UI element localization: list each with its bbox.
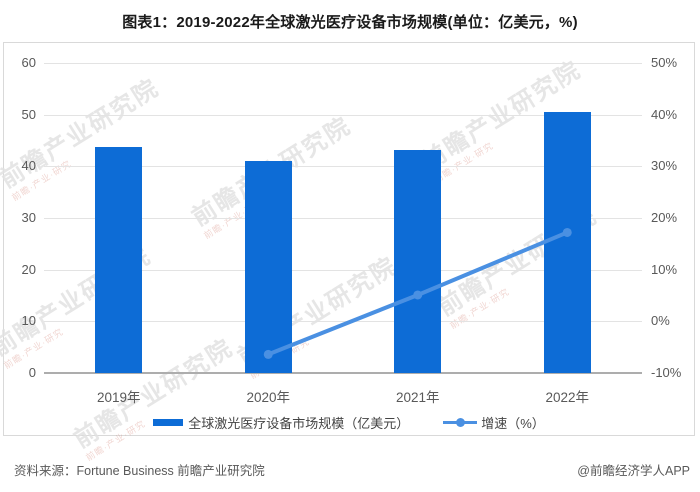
gridline (44, 166, 642, 168)
y-axis-tick-right: 50% (651, 55, 678, 70)
legend-item-market-size: 全球激光医疗设备市场规模（亿美元） (153, 413, 409, 432)
y-axis-tick-left: 30 (21, 210, 36, 225)
bar-2021年 (394, 150, 442, 373)
x-axis-label: 2019年 (96, 390, 141, 405)
watermark-text: 前瞻产业研究院前瞻·产业·研究 (0, 68, 170, 203)
x-axis-label: 2022年 (545, 390, 590, 405)
y-axis-tick-left: 10 (21, 313, 36, 329)
gridline (44, 114, 642, 116)
credit-text: @前瞻经济学人APP (577, 464, 690, 478)
legend: 全球激光医疗设备市场规模（亿美元） 增速（%） (4, 413, 694, 432)
gridline (44, 63, 642, 64)
data-source-text: 资料来源：Fortune Business 前瞻产业研究院 (14, 464, 265, 478)
x-axis-line (44, 372, 642, 374)
line-series-swatch-icon (443, 418, 478, 427)
chart-title: 图表1：2019-2022年全球激光医疗设备市场规模(单位：亿美元，%) (122, 14, 578, 31)
x-axis-label: 2020年 (246, 390, 291, 405)
y-axis-tick-left: 50 (21, 106, 36, 122)
legend-label-market-size: 全球激光医疗设备市场规模（亿美元） (188, 416, 410, 431)
line-swatch-dot (456, 418, 466, 427)
y-axis-tick-right: 0% (651, 313, 670, 329)
bar-series-swatch-icon (153, 419, 184, 426)
bar-2020年 (244, 161, 292, 373)
y-axis-tick-left: 60 (21, 55, 36, 70)
y-axis-tick-right: 40% (651, 106, 678, 122)
bar-2019年 (95, 146, 143, 373)
legend-label-growth: 增速（%） (481, 416, 545, 431)
x-axis-label: 2021年 (395, 390, 440, 405)
plot-container: 前瞻产业研究院前瞻·产业·研究前瞻产业研究院前瞻·产业·研究前瞻产业研究院前瞻·… (0, 42, 695, 463)
bar-2022年 (543, 112, 591, 373)
gridline (44, 218, 642, 219)
y-axis-tick-right: 30% (651, 158, 678, 174)
y-axis-tick-right: -10% (651, 365, 682, 380)
y-axis-tick-right: 20% (651, 210, 678, 225)
y-axis-tick-right: 10% (651, 261, 678, 277)
y-axis-tick-left: 20 (21, 261, 36, 277)
y-axis-tick-left: 0 (28, 365, 36, 380)
legend-item-growth: 增速（%） (443, 413, 545, 432)
y-axis-tick-left: 40 (21, 158, 36, 174)
